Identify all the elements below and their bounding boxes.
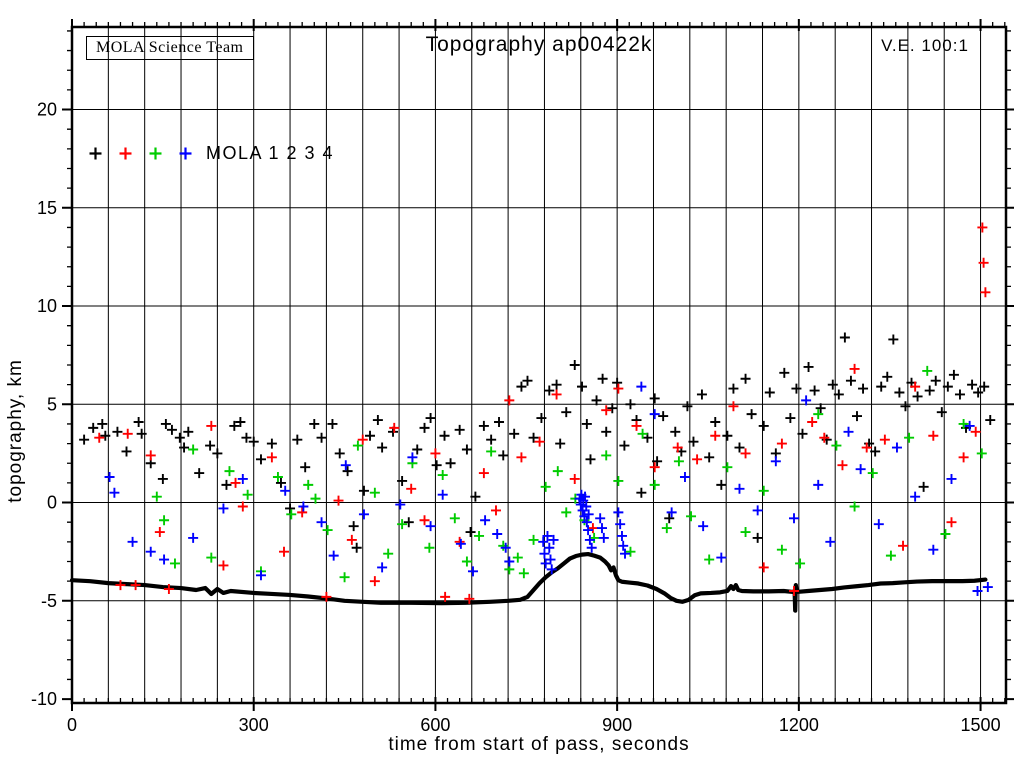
y-tick-label: 10 [37, 296, 57, 316]
x-tick-label: 600 [420, 715, 450, 735]
y-tick-label: 15 [37, 198, 57, 218]
legend: MOLA 1 2 3 4 [88, 143, 334, 164]
x-axis-title: time from start of pass, seconds [388, 734, 690, 755]
scatter-series-4 [104, 381, 993, 596]
scatter-series-1 [79, 332, 996, 553]
plus-icon [89, 147, 102, 160]
plus-icon [179, 147, 192, 160]
legend-plus-marker-3 [149, 147, 162, 160]
y-tick-label: -10 [31, 689, 57, 709]
legend-markers [88, 146, 193, 161]
vertical-exaggeration-label: V.E. 100:1 [881, 36, 969, 55]
science-team-badge: MOLA Science Team [86, 36, 254, 60]
y-tick-label: 20 [37, 100, 57, 120]
y-tick-label: 0 [47, 493, 57, 513]
x-tick-label: 0 [67, 715, 77, 735]
plus-icon [119, 147, 132, 160]
plot-frame [70, 25, 1008, 705]
legend-label: MOLA 1 2 3 4 [206, 143, 335, 163]
x-tick-label: 300 [239, 715, 269, 735]
x-tick-label: 1500 [961, 715, 1001, 735]
y-axis-title: topography, km [5, 359, 26, 503]
x-tick-label: 900 [602, 715, 632, 735]
plus-icon [149, 147, 162, 160]
legend-plus-marker-2 [119, 147, 132, 160]
y-tick-label: -5 [41, 591, 57, 611]
minor-ticks [67, 22, 1011, 703]
ground-profile-trace [69, 551, 988, 613]
x-tick-label: 1200 [779, 715, 819, 735]
legend-plus-marker-4 [179, 147, 192, 160]
grid-lines [72, 27, 1006, 703]
legend-plus-marker-1 [89, 147, 102, 160]
chart-title: Topography ap00422k [425, 33, 653, 56]
y-tick-label: 5 [47, 394, 57, 414]
scatter-series-2 [94, 222, 991, 604]
